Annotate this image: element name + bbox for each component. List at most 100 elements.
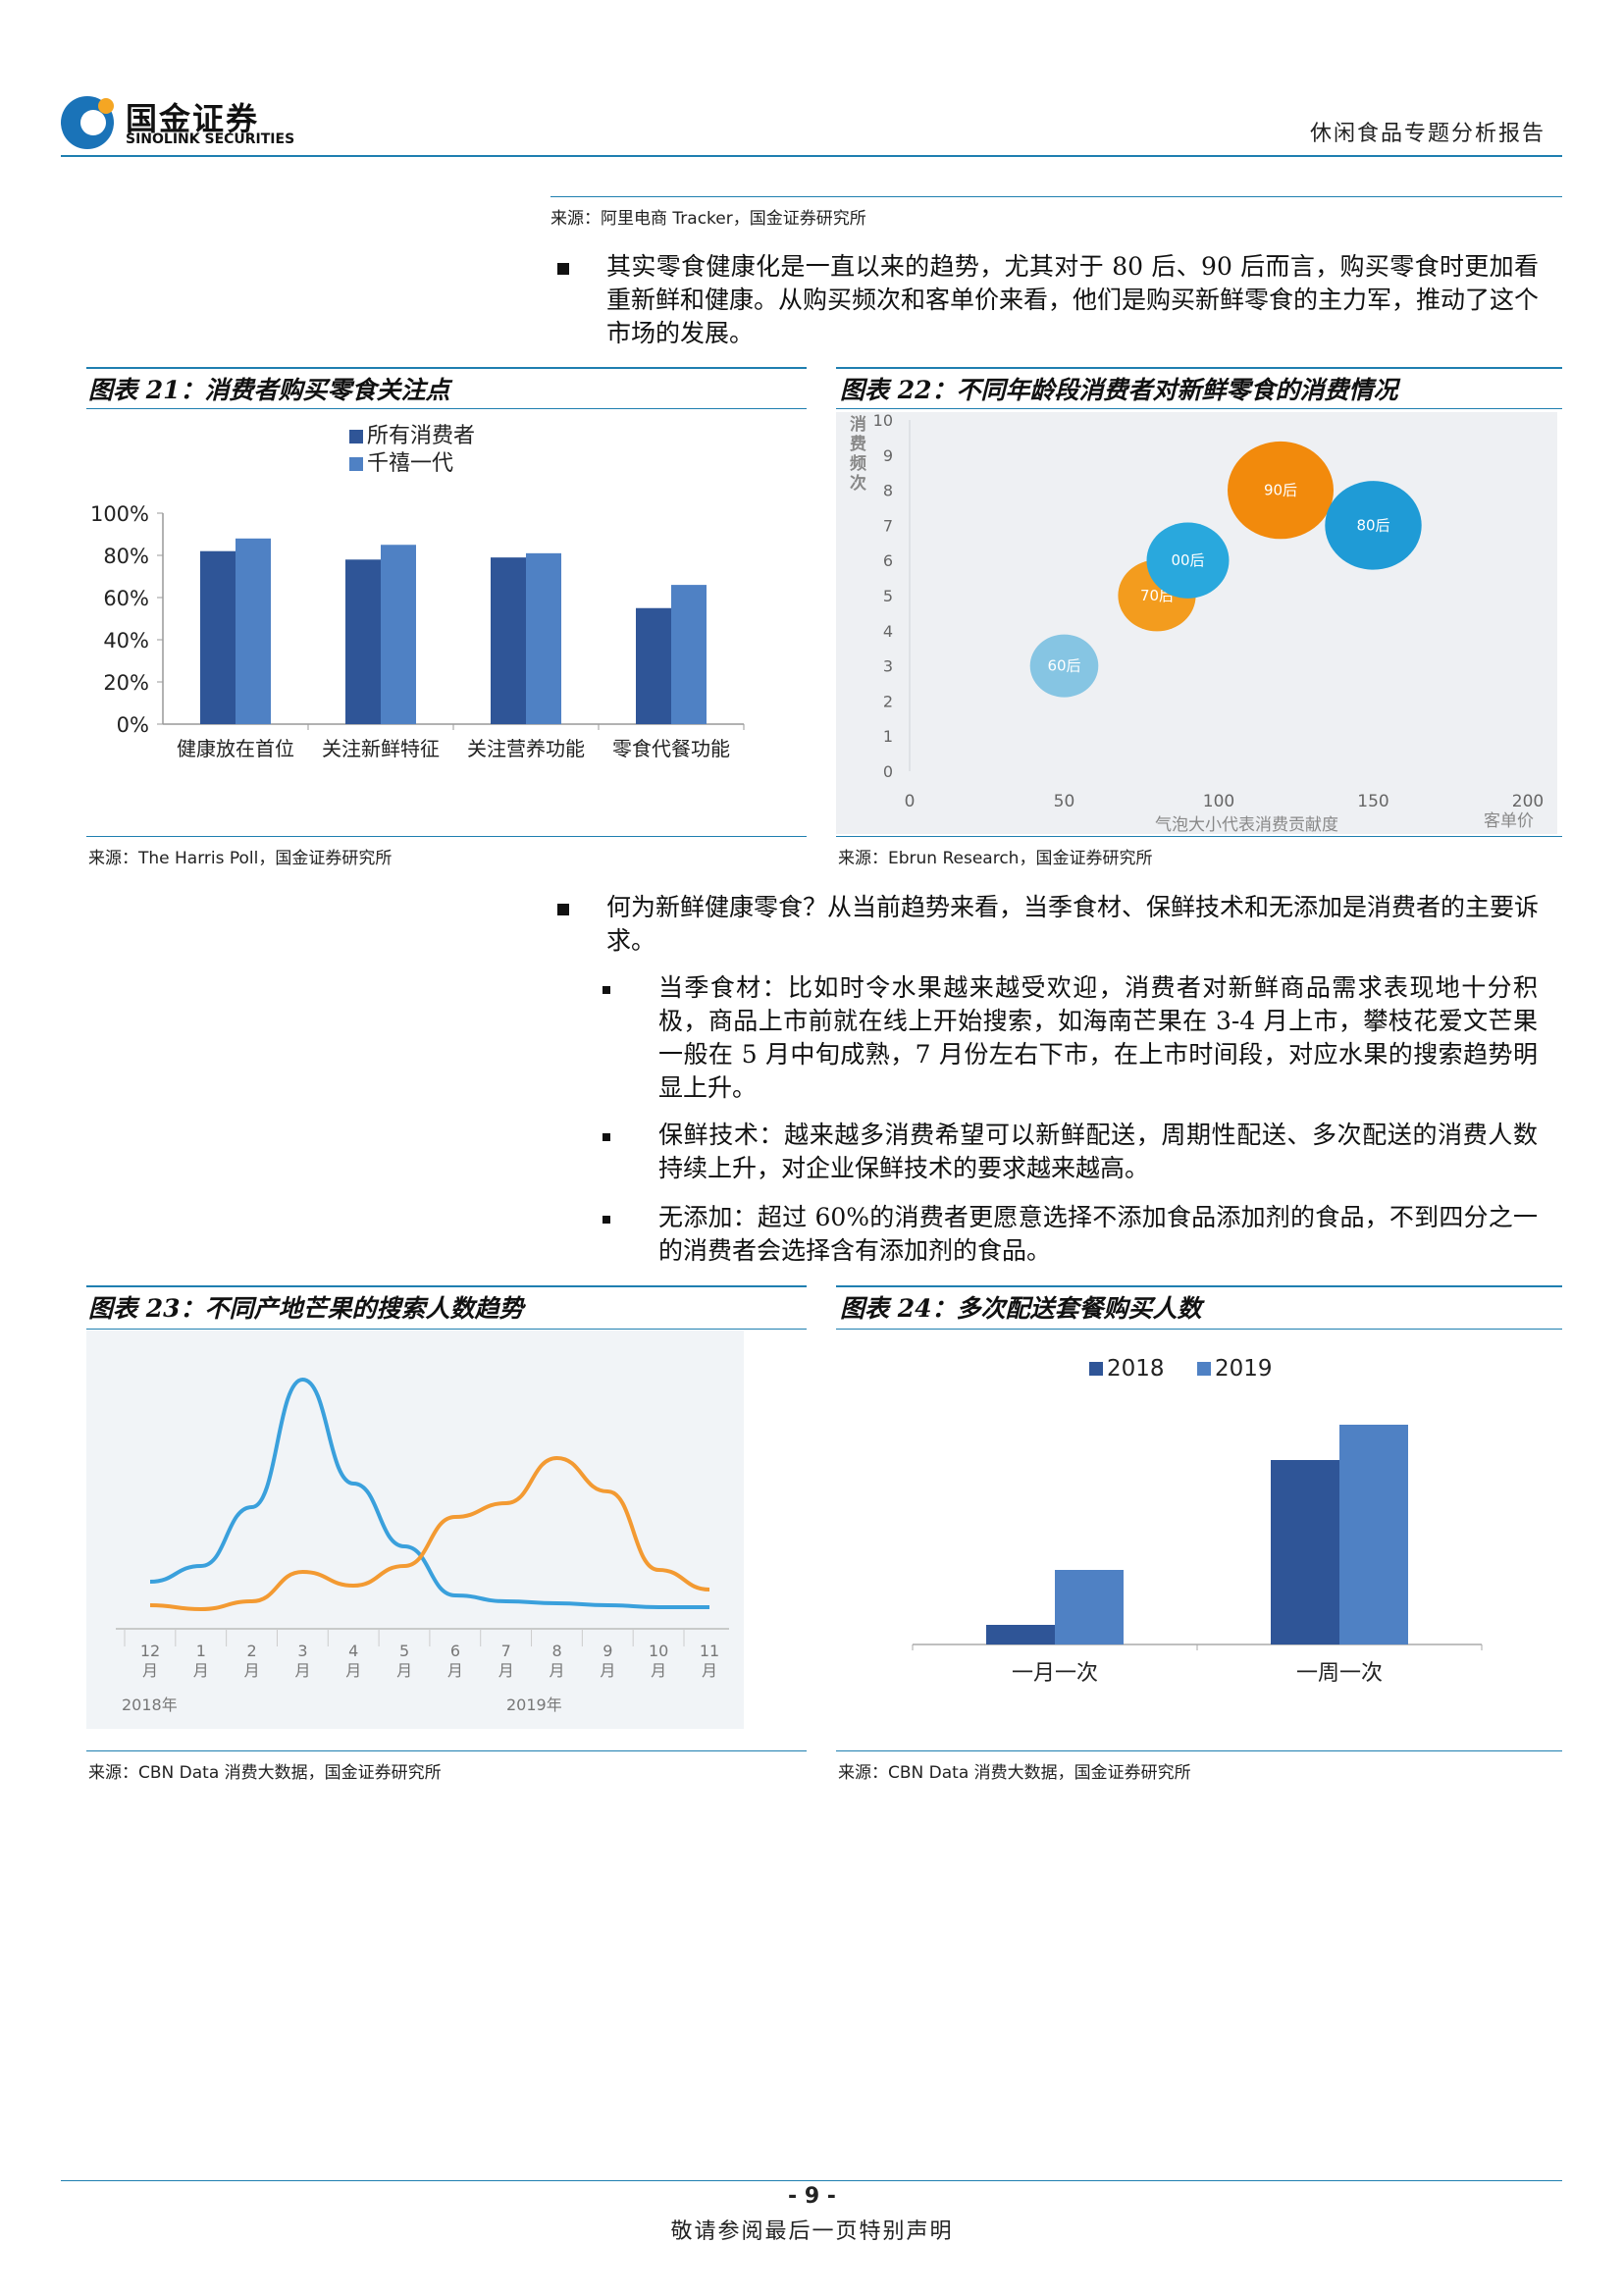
x-tick-label: 6 bbox=[450, 1642, 460, 1660]
x-tick-label: 8 bbox=[551, 1642, 561, 1660]
logo-cn: 国金证券 bbox=[126, 100, 260, 137]
divider bbox=[86, 1329, 807, 1330]
chart-background bbox=[86, 1331, 744, 1729]
legend-label: 千禧一代 bbox=[367, 451, 453, 476]
bullet-icon bbox=[557, 904, 569, 915]
divider bbox=[86, 836, 807, 837]
x-tick-label: 100 bbox=[1203, 792, 1234, 811]
divider bbox=[836, 1329, 1562, 1330]
y-axis-label-char: 次 bbox=[850, 473, 866, 494]
bubble-label: 90后 bbox=[1264, 482, 1297, 499]
logo-en: SINOLINK SECURITIES bbox=[126, 131, 295, 147]
paragraph-2: 何为新鲜健康零食？从当前趋势来看，当季食材、保鲜技术和无添加是消费者的主要诉求。 bbox=[606, 893, 1540, 955]
fig21-source: 来源：The Harris Poll，国金证券研究所 bbox=[88, 849, 393, 868]
bar bbox=[1055, 1570, 1124, 1644]
x-tick-unit: 月 bbox=[651, 1661, 666, 1680]
y-tick-label: 6 bbox=[883, 551, 893, 570]
x-tick-unit: 月 bbox=[142, 1661, 158, 1680]
y-tick-label: 0 bbox=[883, 762, 893, 781]
sub-bullet-icon bbox=[602, 1133, 610, 1141]
bar bbox=[1271, 1460, 1339, 1644]
bar bbox=[491, 557, 526, 724]
series-line bbox=[149, 1377, 709, 1609]
source-top: 来源：阿里电商 Tracker，国金证券研究所 bbox=[550, 209, 866, 229]
y-tick-label: 1 bbox=[883, 727, 893, 746]
fig22-title: 图表 22：不同年龄段消费者对新鲜零食的消费情况 bbox=[840, 376, 1398, 404]
year-label: 2019年 bbox=[506, 1696, 562, 1714]
y-axis-label-char: 消 bbox=[850, 414, 866, 435]
x-tick-label: 7 bbox=[501, 1642, 511, 1660]
y-tick-label: 10 bbox=[873, 412, 893, 430]
x-tick-label: 150 bbox=[1357, 792, 1388, 811]
legend-swatch bbox=[1089, 1362, 1103, 1376]
footer-note: 敬请参阅最后一页特别声明 bbox=[670, 2219, 954, 2244]
y-tick-label: 7 bbox=[883, 516, 893, 535]
x-tick-label: 9 bbox=[602, 1642, 612, 1660]
divider bbox=[550, 196, 1562, 197]
series-line bbox=[149, 1455, 710, 1612]
x-tick-label: 2 bbox=[247, 1642, 257, 1660]
divider bbox=[836, 367, 1562, 369]
fig22-source: 来源：Ebrun Research，国金证券研究所 bbox=[838, 849, 1153, 868]
x-tick-label: 3 bbox=[297, 1642, 307, 1660]
header-rule bbox=[61, 155, 1562, 157]
sub-bullet-1: 当季食材：比如时令水果越来越受欢迎，消费者对新鲜商品需求表现地十分积极，商品上市… bbox=[658, 973, 1538, 1102]
legend-swatch bbox=[349, 457, 363, 471]
x-tick-unit: 月 bbox=[600, 1661, 615, 1680]
bar bbox=[986, 1625, 1055, 1644]
paragraph-1: 其实零食健康化是一直以来的趋势，尤其对于 80 后、90 后而言，购买零食时更加… bbox=[606, 252, 1540, 347]
divider bbox=[836, 836, 1562, 837]
divider bbox=[86, 1285, 807, 1287]
x-tick-label: 50 bbox=[1054, 792, 1075, 811]
x-axis-note: 气泡大小代表消费贡献度 bbox=[1155, 815, 1338, 834]
x-tick-label: 关注营养功能 bbox=[467, 737, 585, 760]
bar bbox=[636, 607, 671, 724]
y-tick-label: 0% bbox=[117, 713, 149, 737]
year-label: 2018年 bbox=[122, 1696, 178, 1714]
y-axis-label-char: 频 bbox=[850, 453, 866, 474]
divider bbox=[836, 408, 1562, 409]
y-tick-label: 8 bbox=[883, 482, 893, 500]
chart-background bbox=[836, 412, 1557, 834]
footer-rule bbox=[61, 2180, 1562, 2181]
legend-swatch bbox=[349, 430, 363, 444]
report-title: 休闲食品专题分析报告 bbox=[1309, 122, 1545, 146]
x-axis-label: 客单价 bbox=[1484, 811, 1534, 831]
x-tick-label: 12 bbox=[140, 1642, 160, 1660]
bubble bbox=[1228, 441, 1334, 540]
y-tick-label: 2 bbox=[883, 692, 893, 710]
bubble bbox=[1029, 634, 1099, 698]
page-number: - 9 - bbox=[788, 2184, 836, 2209]
x-tick-label: 1 bbox=[196, 1642, 206, 1660]
fig21-title: 图表 21：消费者购买零食关注点 bbox=[88, 376, 450, 404]
divider bbox=[836, 1750, 1562, 1751]
fig24-source: 来源：CBN Data 消费大数据，国金证券研究所 bbox=[838, 1763, 1191, 1783]
x-tick-label: 11 bbox=[700, 1642, 719, 1660]
bubble bbox=[1325, 481, 1422, 570]
bar bbox=[1339, 1425, 1408, 1644]
x-tick-label: 10 bbox=[649, 1642, 668, 1660]
divider bbox=[836, 1285, 1562, 1287]
legend-label: 2018 bbox=[1107, 1356, 1165, 1382]
bubble-label: 60后 bbox=[1047, 657, 1080, 675]
x-tick-label: 4 bbox=[348, 1642, 358, 1660]
x-tick-unit: 月 bbox=[498, 1661, 514, 1680]
x-tick-label: 关注新鲜特征 bbox=[322, 737, 440, 760]
bar bbox=[671, 585, 707, 724]
y-tick-label: 20% bbox=[103, 671, 149, 695]
bubble-label: 80后 bbox=[1356, 516, 1389, 534]
legend-swatch bbox=[1197, 1362, 1211, 1376]
divider bbox=[86, 408, 807, 409]
x-tick-unit: 月 bbox=[193, 1661, 209, 1680]
sub-bullet-2: 保鲜技术：越来越多消费希望可以新鲜配送，周期性配送、多次配送的消费人数持续上升，… bbox=[658, 1121, 1538, 1182]
x-tick-label: 200 bbox=[1512, 792, 1544, 811]
bubble bbox=[1146, 522, 1230, 599]
x-tick-unit: 月 bbox=[702, 1661, 717, 1680]
y-axis-label-char: 费 bbox=[850, 434, 866, 454]
legend-label: 2019 bbox=[1215, 1356, 1273, 1382]
x-tick-unit: 月 bbox=[244, 1661, 260, 1680]
bubble-label: 00后 bbox=[1171, 551, 1204, 569]
x-tick-unit: 月 bbox=[550, 1661, 565, 1680]
